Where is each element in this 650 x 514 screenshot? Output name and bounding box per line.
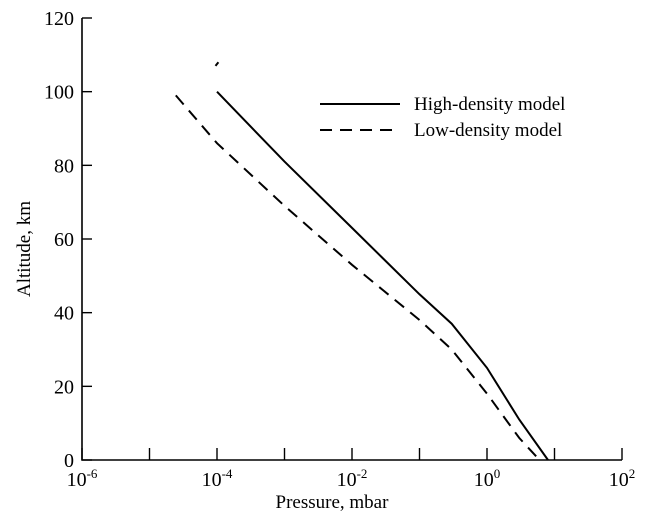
legend-label: High-density model xyxy=(414,94,565,115)
y-tick-label: 120 xyxy=(44,8,74,30)
series-group xyxy=(175,61,549,461)
x-tick-label: 10-2 xyxy=(337,466,368,491)
y-axis-ticks: 0 20 40 60 80 100 120 xyxy=(44,8,92,472)
x-tick-label: 102 xyxy=(609,466,636,491)
y-tick-label: 100 xyxy=(44,82,74,104)
axes xyxy=(81,18,622,461)
low-density-line xyxy=(175,94,541,461)
x-tick-label: 100 xyxy=(474,466,501,491)
high-density-line-segment xyxy=(214,61,220,67)
x-axis-ticks: 10-6 10-4 10-2 100 102 xyxy=(67,448,636,491)
y-tick-label: 80 xyxy=(54,155,74,177)
axis-lines xyxy=(81,18,622,461)
x-tick-label: 10-6 xyxy=(67,466,98,491)
y-axis-label: Altitude, km xyxy=(14,201,35,297)
legend-label: Low-density model xyxy=(414,120,562,141)
y-tick-label: 60 xyxy=(54,229,74,251)
high-density-line xyxy=(216,91,549,461)
legend: High-density model Low-density model xyxy=(320,94,565,141)
x-tick-label: 10-4 xyxy=(202,466,233,491)
x-axis-label: Pressure, mbar xyxy=(276,492,390,513)
y-tick-label: 20 xyxy=(54,376,74,398)
y-tick-label: 0 xyxy=(64,450,74,472)
y-tick-label: 40 xyxy=(54,303,74,325)
